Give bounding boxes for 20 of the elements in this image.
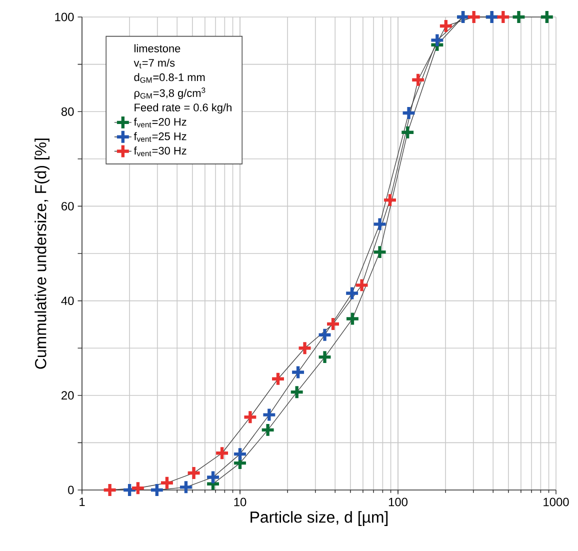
legend-label: f$_{vent}$=20 Hz <box>134 118 186 128</box>
x-tick-label: 1000 <box>544 498 569 506</box>
annotation: d$_{GM}$=0.8-1 mm <box>134 73 205 83</box>
x-tick-label: 10 <box>234 498 246 506</box>
x-tick-label: 100 <box>388 498 408 506</box>
y-tick-label: 0 <box>68 486 74 494</box>
y-tick-label: 80 <box>61 107 74 116</box>
annotation: Feed rate = 0.6 kg/h <box>134 103 232 114</box>
legend-label: f$_{vent}$=30 Hz <box>134 146 186 156</box>
annotation: limestone <box>134 44 180 52</box>
x-tick-label: 1 <box>80 498 85 506</box>
annotation: ρ$_{GM}$=3,8 g/cm$^{3}$ <box>134 88 206 100</box>
y-tick-label: 20 <box>62 391 74 400</box>
x-axis-title: Particle size, d [µm] <box>250 511 388 526</box>
y-axis-title: Cummulative undersize, F(d) [%] <box>34 138 50 369</box>
legend-label: f$_{vent}$=25 Hz <box>134 132 186 142</box>
annotation: v$_{t}$=7 m/s <box>134 58 175 68</box>
y-tick-label: 100 <box>55 12 74 22</box>
y-tick-label: 60 <box>62 202 74 210</box>
y-tick-label: 40 <box>61 296 74 306</box>
